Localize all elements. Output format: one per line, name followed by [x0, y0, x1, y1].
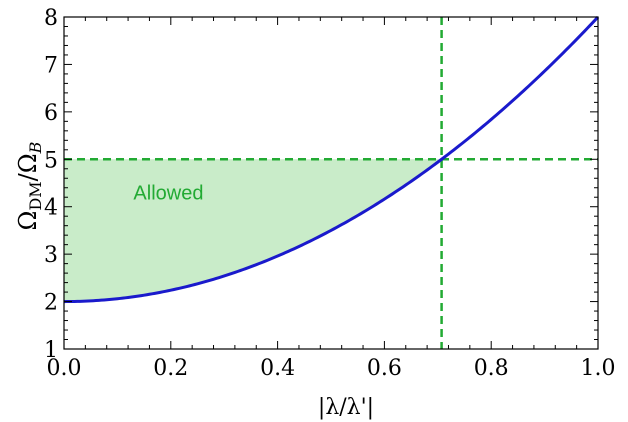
y-tick-label: 8 — [44, 6, 58, 31]
plot-frame — [63, 16, 599, 350]
allowed-region — [64, 159, 442, 302]
x-axis-label: |λ/λ'| — [318, 395, 374, 420]
series-point — [490, 118, 493, 121]
x-tick-label: 0.8 — [474, 356, 509, 381]
series-point — [276, 255, 279, 258]
series-point — [223, 274, 226, 277]
allowed-annotation: Allowed — [133, 182, 203, 204]
y-tick-label: 3 — [44, 243, 58, 268]
series-point — [169, 289, 172, 292]
series-point — [543, 70, 546, 73]
y-tick-label: 7 — [44, 53, 58, 78]
x-tick-label: 0.0 — [47, 356, 82, 381]
y-axis-label: ΩDM/ΩB — [14, 141, 45, 230]
series-point — [383, 198, 386, 201]
x-tick-label: 1.0 — [581, 356, 616, 381]
y-tick-label: 5 — [44, 148, 58, 173]
y-label-sep: /Ω — [14, 153, 42, 181]
y-tick-label: 1 — [44, 338, 58, 363]
x-tick-label: 0.2 — [153, 356, 188, 381]
series-point — [440, 158, 443, 161]
y-tick-label: 6 — [44, 101, 58, 126]
y-tick-label: 4 — [44, 196, 58, 221]
axis-ticks: 0.0 0.2 0.4 0.6 0.8 1.0 1 2 3 4 5 6 7 8 — [44, 6, 616, 381]
y-label-num-sub: DM — [26, 181, 45, 210]
y-label-den-sub: B — [26, 141, 45, 154]
series-curve — [63, 15, 600, 304]
y-label-prefix: Ω — [14, 211, 42, 231]
series-point — [330, 229, 333, 232]
y-tick-label: 2 — [44, 291, 58, 316]
x-tick-label: 0.4 — [260, 356, 295, 381]
plot-area: Allowed — [63, 15, 600, 350]
x-tick-label: 0.6 — [367, 356, 402, 381]
series-point — [116, 297, 119, 300]
